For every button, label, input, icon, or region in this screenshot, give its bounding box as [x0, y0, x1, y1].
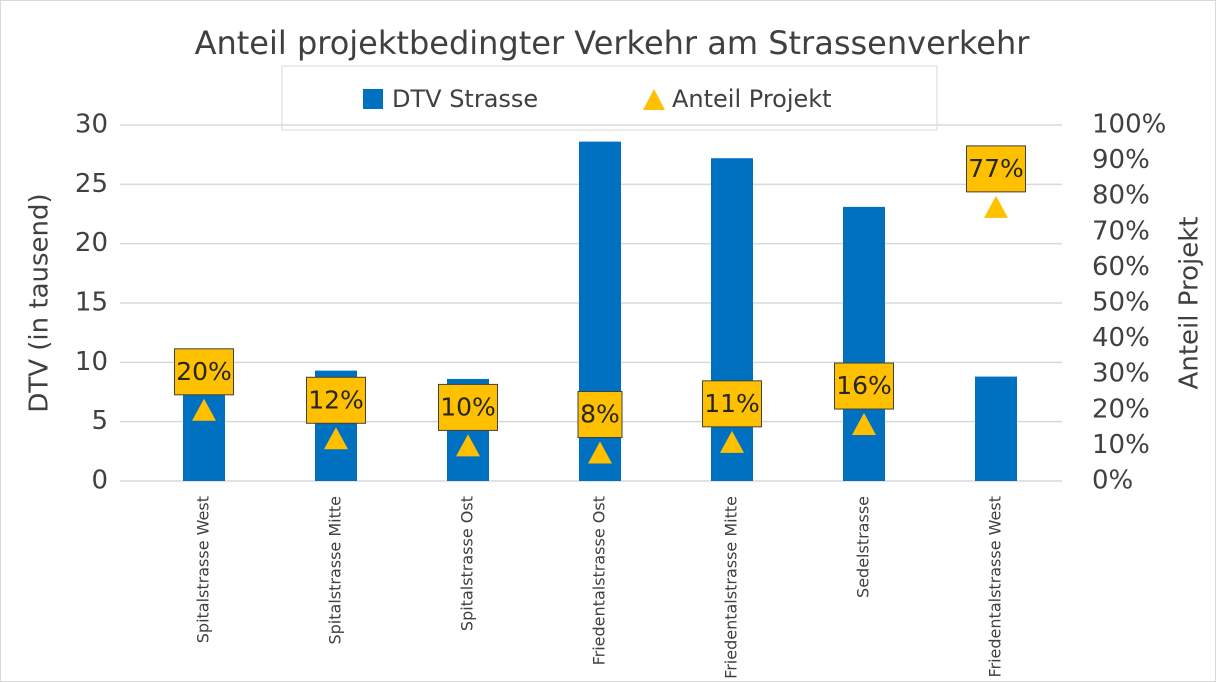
legend-swatch [363, 89, 383, 109]
data-label-box [966, 145, 1026, 193]
marker-triangle [720, 430, 744, 453]
y-axis-title: DTV (in tausend) [25, 193, 55, 412]
data-label-box [577, 391, 623, 439]
y2-tick-label: 20% [1092, 394, 1150, 424]
bar [975, 376, 1017, 481]
marker-triangle [984, 195, 1008, 218]
y2-tick-label: 60% [1092, 252, 1150, 282]
x-tick-label: Friedentalstrasse Ost [590, 496, 609, 665]
marker-triangle [456, 434, 480, 457]
data-label: 10% [440, 392, 496, 421]
y2-tick-label: 10% [1092, 430, 1150, 460]
chart-title: Anteil projektbedingter Verkehr am Stras… [195, 24, 1031, 62]
x-tick-label: Spitalstrasse Ost [458, 496, 477, 631]
y2-tick-label: 30% [1092, 359, 1150, 389]
y2-tick-label: 0% [1092, 466, 1133, 496]
data-label: 11% [704, 389, 760, 418]
y2-tick-label: 70% [1092, 216, 1150, 246]
data-label: 20% [176, 357, 232, 386]
y-tick-label: 30 [75, 110, 108, 140]
legend-box [281, 65, 938, 131]
y-tick-label: 5 [91, 406, 108, 436]
y-tick-label: 10 [75, 347, 108, 377]
y2-axis-title: Anteil Projekt [1175, 217, 1205, 390]
y2-tick-label: 100% [1092, 110, 1166, 140]
data-label: 77% [968, 154, 1024, 183]
y2-tick-label: 80% [1092, 181, 1150, 211]
x-tick-label: Spitalstrasse West [194, 496, 213, 643]
x-tick-label: Friedentalstrasse West [986, 496, 1005, 678]
legend-label: Anteil Projekt [672, 85, 832, 113]
data-label-box [174, 348, 234, 396]
marker-triangle [588, 441, 612, 464]
x-tick-label: Friedentalstrasse Mitte [722, 496, 741, 679]
marker-triangle [852, 413, 876, 436]
marker-triangle [192, 398, 216, 421]
bar [843, 206, 885, 481]
data-label-box [702, 380, 762, 428]
x-tick-label: Spitalstrasse Mitte [326, 496, 345, 645]
y-tick-label: 0 [91, 466, 108, 496]
data-label-box [834, 362, 894, 410]
y-tick-label: 20 [75, 228, 108, 258]
data-label: 16% [836, 371, 892, 400]
y2-tick-label: 50% [1092, 288, 1150, 318]
legend-label: DTV Strasse [392, 85, 538, 113]
marker-triangle [324, 427, 348, 450]
x-tick-label: Sedelstrasse [854, 496, 873, 598]
data-label: 12% [308, 385, 364, 414]
y-tick-label: 15 [75, 288, 108, 318]
y-tick-label: 25 [75, 169, 108, 199]
legend-swatch [643, 89, 665, 110]
y2-tick-label: 40% [1092, 323, 1150, 353]
data-label: 8% [580, 400, 620, 429]
data-label-box [438, 383, 498, 431]
y2-tick-label: 90% [1092, 145, 1150, 175]
data-label-box [306, 376, 366, 424]
